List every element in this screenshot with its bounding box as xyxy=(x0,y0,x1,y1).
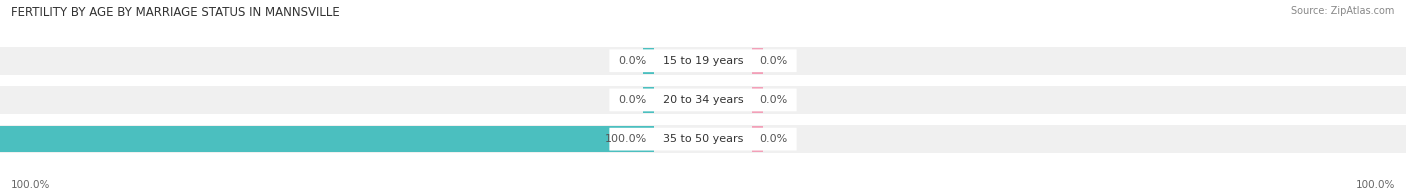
Bar xyxy=(644,87,654,113)
Text: 15 to 19 years: 15 to 19 years xyxy=(662,56,744,66)
Text: 0.0%: 0.0% xyxy=(759,95,787,105)
Text: 100.0%: 100.0% xyxy=(605,134,647,144)
Bar xyxy=(752,87,762,113)
Text: 20 to 34 years: 20 to 34 years xyxy=(662,95,744,105)
Text: 35 to 50 years: 35 to 50 years xyxy=(662,134,744,144)
Bar xyxy=(0,125,1406,153)
Bar xyxy=(0,47,1406,75)
Text: 100.0%: 100.0% xyxy=(11,180,51,190)
Bar xyxy=(0,86,1406,114)
Text: 0.0%: 0.0% xyxy=(759,56,787,66)
FancyBboxPatch shape xyxy=(609,89,797,111)
FancyBboxPatch shape xyxy=(609,128,797,151)
Text: 0.0%: 0.0% xyxy=(619,95,647,105)
Text: Source: ZipAtlas.com: Source: ZipAtlas.com xyxy=(1291,6,1395,16)
Text: FERTILITY BY AGE BY MARRIAGE STATUS IN MANNSVILLE: FERTILITY BY AGE BY MARRIAGE STATUS IN M… xyxy=(11,6,340,19)
Bar xyxy=(752,126,762,152)
Text: 0.0%: 0.0% xyxy=(619,56,647,66)
Text: 100.0%: 100.0% xyxy=(1355,180,1395,190)
Bar xyxy=(752,48,762,74)
Bar xyxy=(644,48,654,74)
Text: 0.0%: 0.0% xyxy=(759,134,787,144)
Bar xyxy=(0,126,654,152)
FancyBboxPatch shape xyxy=(609,49,797,72)
